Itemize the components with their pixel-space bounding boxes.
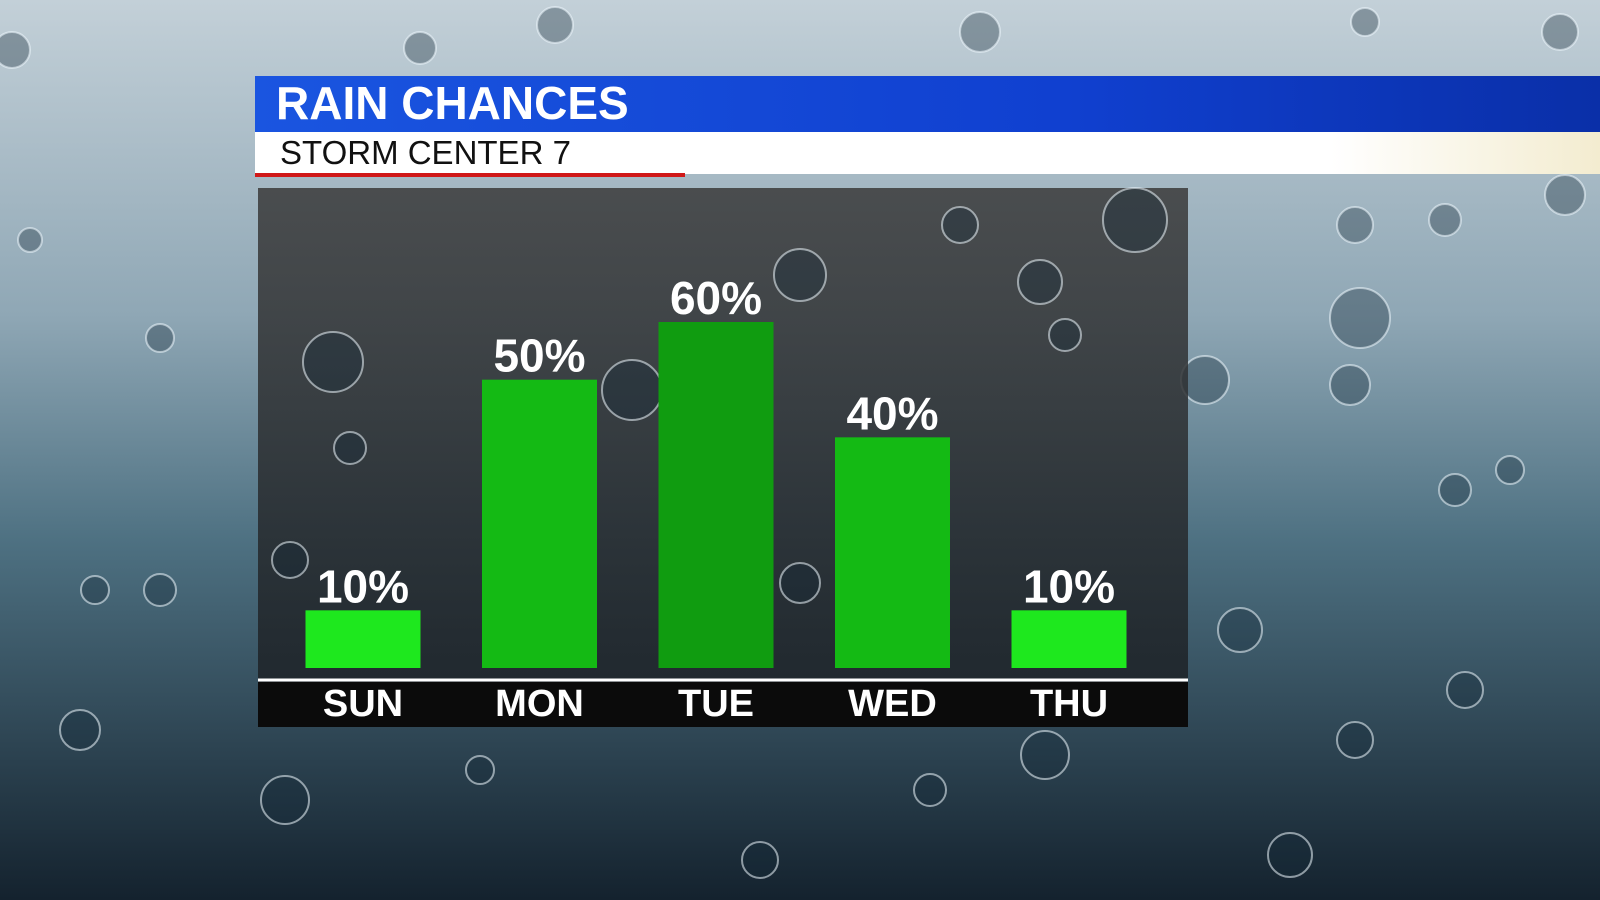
chart-subtitle: STORM CENTER 7 <box>280 134 571 171</box>
panel-drops <box>271 187 1168 604</box>
value-label: 40% <box>846 387 938 439</box>
value-label: 50% <box>493 330 585 382</box>
bar <box>305 610 421 668</box>
bar <box>658 322 774 668</box>
rain-drops <box>0 6 1586 879</box>
title-banner <box>255 76 1600 132</box>
category-label: THU <box>1030 683 1108 725</box>
subtitle-banner <box>255 132 1600 174</box>
value-label: 60% <box>670 272 762 324</box>
value-label: 10% <box>1023 560 1115 612</box>
category-label: TUE <box>678 683 754 725</box>
category-label: SUN <box>323 683 403 725</box>
bars: 10% SUN 50% MON 60% TUE 40% WED 10% THU <box>305 272 1127 725</box>
category-strip <box>258 682 1188 727</box>
banner-accent <box>255 173 685 177</box>
bar <box>482 379 597 668</box>
value-label: 10% <box>317 560 409 612</box>
category-label: MON <box>495 683 584 725</box>
bar <box>1011 610 1127 668</box>
chart-title: RAIN CHANCES <box>276 77 629 129</box>
bar <box>835 437 950 668</box>
category-label: WED <box>848 683 937 725</box>
